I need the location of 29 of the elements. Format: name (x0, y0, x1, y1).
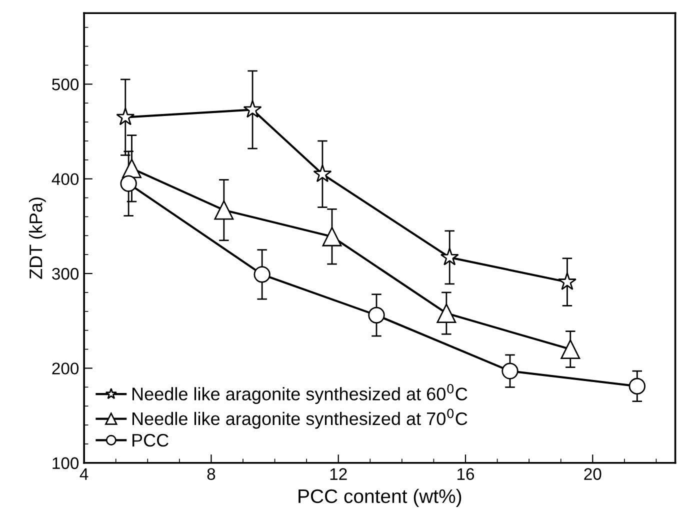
y-tick-label: 400 (52, 173, 79, 186)
point (440, 248, 459, 266)
legend-label: Needle like aragonite synthesized at 60$^{0}$C (132, 384, 468, 404)
x-tick-label: 8 (207, 468, 216, 480)
point (436, 304, 456, 324)
point (502, 362, 518, 380)
point (558, 272, 576, 290)
x-tick-label: 4 (80, 468, 88, 480)
point (116, 108, 135, 126)
point (560, 340, 580, 359)
x-tick-label: 16 (458, 468, 474, 480)
point (628, 378, 646, 395)
point (254, 266, 270, 283)
y-tick-label: 300 (52, 268, 79, 280)
y-axis-title: ZDT (kPa) (29, 198, 46, 279)
x-axis-title: PCC content (wt%) (298, 488, 462, 507)
y-tick-label: 500 (52, 78, 79, 90)
legend-label: PCC (132, 434, 168, 447)
point (313, 164, 332, 182)
y-tick-label: 100 (52, 457, 79, 470)
x-tick-label: 12 (330, 468, 347, 480)
point (120, 175, 137, 192)
legend-label: Needle like aragonite synthesized at 70$^{0}$C (132, 408, 468, 429)
point (214, 200, 234, 220)
point (368, 306, 385, 324)
y-tick-label: 200 (52, 362, 79, 374)
x-tick-label: 20 (584, 468, 602, 480)
point (243, 100, 262, 118)
point (322, 226, 342, 246)
